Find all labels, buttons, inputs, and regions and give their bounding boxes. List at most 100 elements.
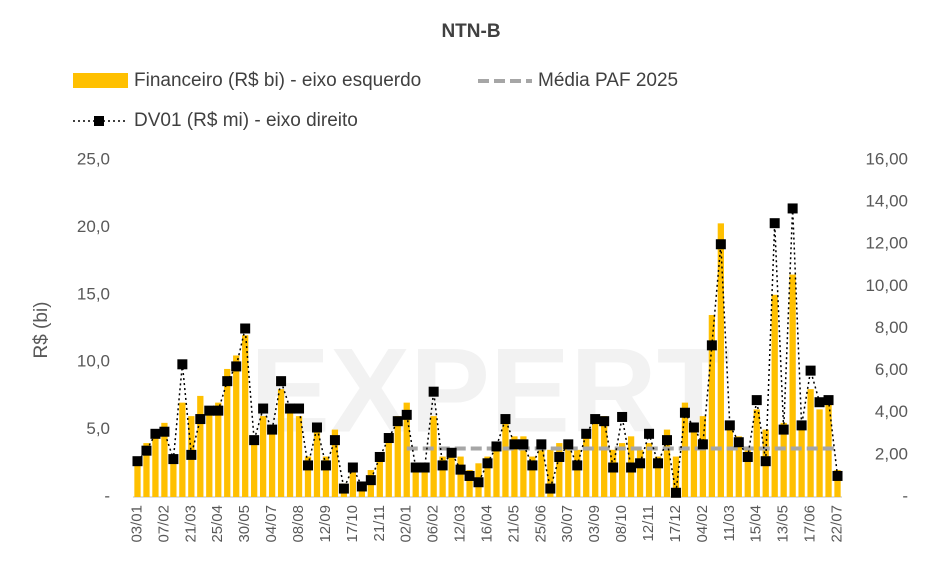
marker: [670, 487, 681, 498]
x-tick-label: 17/12: [667, 505, 684, 543]
y2-tick-label: -: [902, 486, 908, 505]
bar: [636, 449, 644, 497]
marker: [688, 422, 699, 433]
marker: [204, 405, 215, 416]
bar: [242, 335, 249, 497]
bar: [448, 449, 455, 497]
bar: [565, 443, 572, 497]
bar: [690, 422, 698, 497]
marker: [715, 239, 726, 250]
marker: [392, 416, 403, 427]
marker: [222, 376, 233, 387]
bar: [224, 368, 231, 497]
marker: [365, 475, 376, 486]
marker: [186, 449, 197, 460]
marker: [410, 462, 421, 473]
bar: [574, 449, 581, 497]
marker: [419, 462, 430, 473]
legend-label: Financeiro (R$ bi) - eixo esquerdo: [134, 70, 421, 91]
marker: [258, 403, 269, 414]
bar: [654, 456, 662, 497]
y-axis-title: R$ (bi): [31, 301, 52, 358]
x-tick-label: 16/04: [478, 505, 495, 543]
y2-tick-label: 4,00: [875, 402, 908, 421]
bar: [556, 443, 563, 497]
bar: [735, 436, 742, 497]
bar: [511, 436, 518, 497]
marker: [303, 460, 314, 471]
marker: [132, 456, 143, 467]
x-tick-label: 17/06: [802, 505, 819, 543]
marker: [311, 422, 322, 433]
bar: [295, 416, 303, 497]
marker: [276, 376, 287, 387]
bar: [618, 443, 626, 497]
bar: [313, 429, 321, 497]
bar: [834, 470, 841, 497]
marker: [159, 426, 170, 437]
bar: [259, 416, 267, 497]
marker: [572, 460, 583, 471]
watermark: EXPERT: [250, 324, 730, 458]
x-tick-label: 25/06: [532, 505, 549, 543]
x-tick-label: 13/05: [775, 505, 792, 543]
marker: [446, 447, 457, 458]
bar: [439, 456, 446, 497]
marker: [240, 323, 251, 334]
marker: [644, 428, 655, 439]
marker: [563, 439, 574, 450]
x-tick-label: 08/08: [290, 505, 307, 543]
marker: [742, 451, 753, 462]
bar: [816, 409, 823, 497]
marker: [697, 439, 708, 450]
y-tick-label: 15,0: [77, 284, 110, 303]
marker: [724, 420, 735, 431]
bar: [421, 463, 428, 497]
bar: [771, 294, 778, 497]
bar: [807, 389, 814, 497]
marker: [329, 435, 340, 446]
marker: [374, 451, 385, 462]
y2-tick-label: 10,00: [865, 276, 908, 295]
marker: [177, 359, 188, 370]
marker: [706, 340, 717, 351]
marker: [814, 397, 825, 408]
marker: [356, 481, 367, 492]
y2-tick-label: 14,00: [865, 192, 908, 211]
marker: [141, 445, 152, 456]
y-tick-label: 25,0: [77, 149, 110, 168]
marker: [536, 439, 547, 450]
bar: [412, 463, 419, 497]
marker: [581, 428, 592, 439]
bar: [708, 315, 716, 497]
marker: [320, 460, 331, 471]
bar: [179, 402, 186, 497]
marker: [608, 462, 619, 473]
bar: [825, 395, 832, 497]
marker: [626, 462, 637, 473]
marker: [455, 464, 466, 475]
x-tick-label: 12/11: [640, 505, 657, 541]
y2-tick-label: 6,00: [875, 360, 908, 379]
marker: [509, 439, 520, 450]
marker: [554, 451, 565, 462]
y2-tick-label: 16,00: [865, 149, 908, 168]
x-tick-label: 03/01: [128, 505, 145, 543]
y-tick-label: 5,0: [86, 419, 110, 438]
bar: [610, 449, 617, 497]
bar: [152, 436, 159, 497]
bar: [233, 355, 240, 497]
marker: [464, 470, 475, 481]
x-tick-label: 06/02: [425, 505, 442, 543]
x-tick-label: 21/05: [505, 505, 522, 543]
marker: [338, 483, 349, 494]
marker: [150, 428, 161, 439]
bar: [753, 409, 760, 497]
bar: [601, 416, 608, 497]
x-tick-label: 07/02: [155, 505, 172, 543]
x-tick-label: 17/10: [344, 505, 361, 543]
bar: [322, 456, 330, 497]
bar: [457, 456, 464, 497]
bar: [466, 470, 473, 497]
